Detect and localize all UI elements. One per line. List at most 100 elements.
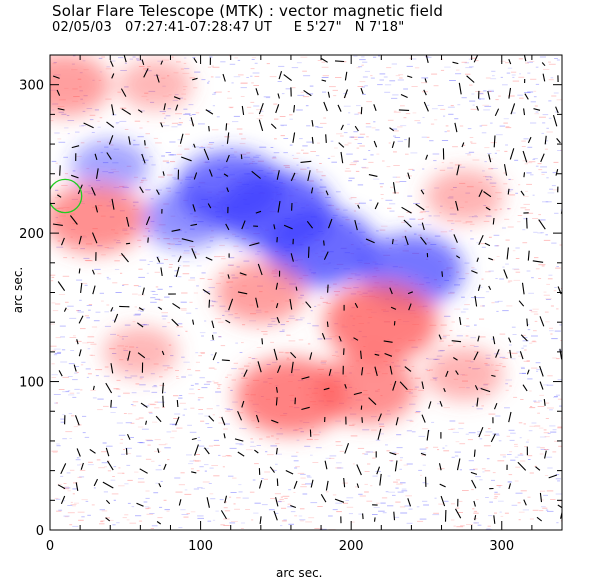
noise-speck xyxy=(250,438,253,440)
noise-speck xyxy=(184,113,191,115)
noise-speck xyxy=(450,428,456,430)
noise-speck xyxy=(555,394,560,396)
noise-speck xyxy=(481,246,486,248)
noise-speck xyxy=(434,497,437,499)
noise-speck xyxy=(491,302,495,304)
field-vector xyxy=(123,55,127,63)
noise-speck xyxy=(300,473,306,475)
noise-speck xyxy=(229,265,234,266)
field-vector xyxy=(311,120,314,127)
noise-speck xyxy=(51,450,58,452)
noise-speck xyxy=(433,512,439,514)
noise-speck xyxy=(201,487,205,489)
field-vector xyxy=(403,219,412,228)
noise-speck xyxy=(554,396,558,397)
noise-speck xyxy=(544,475,549,476)
noise-speck xyxy=(534,320,538,322)
noise-speck xyxy=(229,447,237,449)
field-vector xyxy=(493,135,496,148)
noise-speck xyxy=(555,493,562,495)
noise-speck xyxy=(476,242,480,244)
noise-speck xyxy=(329,86,336,88)
noise-speck xyxy=(195,112,200,114)
noise-speck xyxy=(406,65,413,67)
noise-speck xyxy=(259,146,267,148)
noise-speck xyxy=(197,389,201,390)
noise-speck xyxy=(190,277,195,279)
noise-speck xyxy=(495,99,499,101)
noise-speck xyxy=(380,225,388,227)
field-vector xyxy=(544,450,547,459)
noise-speck xyxy=(343,93,348,95)
noise-speck xyxy=(183,252,190,254)
noise-speck xyxy=(534,425,541,427)
noise-speck xyxy=(403,464,408,466)
noise-speck xyxy=(420,474,423,476)
field-vector xyxy=(91,232,98,244)
noise-speck xyxy=(146,121,150,123)
field-vector xyxy=(225,223,230,231)
noise-speck xyxy=(66,472,71,474)
noise-speck xyxy=(465,73,471,75)
noise-speck xyxy=(409,420,414,422)
polarity-region-positive xyxy=(103,326,178,378)
noise-speck xyxy=(465,153,471,155)
field-vector xyxy=(518,300,525,307)
noise-speck xyxy=(346,153,353,155)
field-vector xyxy=(156,256,161,263)
field-vector xyxy=(344,71,348,81)
noise-speck xyxy=(503,122,508,124)
noise-speck xyxy=(554,440,559,442)
field-vector xyxy=(384,352,393,357)
noise-speck xyxy=(241,372,244,374)
noise-speck xyxy=(469,66,474,68)
noise-speck xyxy=(458,422,465,424)
noise-speck xyxy=(539,116,546,118)
noise-speck xyxy=(423,504,429,506)
noise-speck xyxy=(165,152,172,153)
field-vector xyxy=(155,415,162,423)
noise-speck xyxy=(530,78,537,80)
field-vector xyxy=(275,497,279,507)
noise-speck xyxy=(479,93,484,95)
noise-speck xyxy=(149,412,153,414)
noise-speck xyxy=(459,469,462,471)
noise-speck xyxy=(421,82,428,84)
noise-speck xyxy=(139,127,143,129)
noise-speck xyxy=(252,479,256,481)
noise-speck xyxy=(81,125,86,126)
noise-speck xyxy=(514,159,519,161)
noise-speck xyxy=(175,370,179,371)
noise-speck xyxy=(130,437,134,438)
noise-speck xyxy=(281,125,284,127)
field-vector xyxy=(404,366,412,372)
noise-speck xyxy=(51,377,57,378)
field-vector xyxy=(407,291,413,295)
noise-speck xyxy=(210,340,215,341)
noise-speck xyxy=(378,55,380,57)
noise-speck xyxy=(390,186,394,188)
noise-speck xyxy=(399,459,403,461)
noise-speck xyxy=(370,154,374,156)
noise-speck xyxy=(134,120,141,122)
field-vector xyxy=(307,170,311,182)
noise-speck xyxy=(320,122,327,124)
noise-speck xyxy=(477,431,482,433)
noise-speck xyxy=(106,445,113,447)
noise-speck xyxy=(397,491,404,493)
noise-speck xyxy=(319,528,327,530)
polarity-region-positive xyxy=(425,347,503,401)
noise-speck xyxy=(150,290,155,292)
noise-speck xyxy=(149,513,155,514)
noise-speck xyxy=(51,374,58,376)
noise-speck xyxy=(519,372,526,374)
noise-speck xyxy=(270,147,274,148)
noise-speck xyxy=(291,455,298,457)
field-vector xyxy=(334,60,345,63)
noise-speck xyxy=(169,141,176,143)
noise-speck xyxy=(218,336,222,338)
noise-speck xyxy=(463,308,469,310)
field-vector xyxy=(305,301,312,309)
noise-speck xyxy=(143,501,148,503)
noise-speck xyxy=(309,85,314,87)
